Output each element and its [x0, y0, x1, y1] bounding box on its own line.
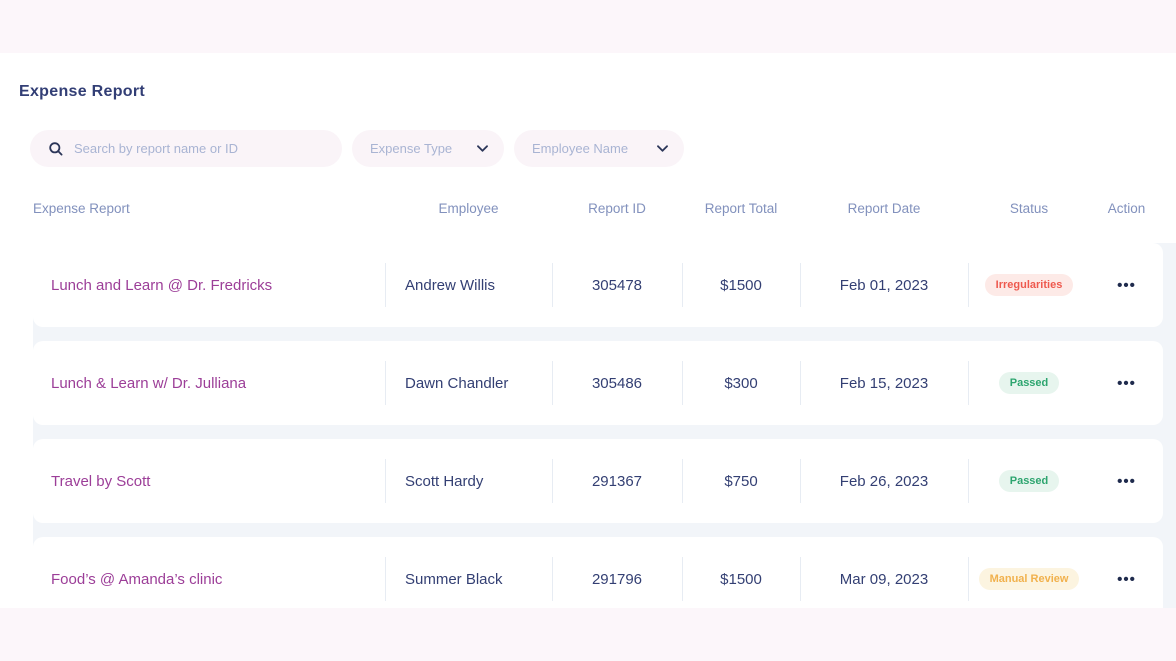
report-id-cell: 291796 — [552, 537, 682, 608]
search-input[interactable] — [74, 141, 328, 156]
report-name-cell: Lunch and Learn @ Dr. Fredricks — [33, 243, 385, 327]
status-badge: Passed — [998, 470, 1060, 492]
report-id-cell: 305478 — [552, 243, 682, 327]
column-header-status: Status — [1009, 201, 1049, 216]
page-title: Expense Report — [19, 83, 146, 100]
more-options-button[interactable]: ••• — [1113, 566, 1140, 593]
report-date-cell: Mar 09, 2023 — [800, 537, 968, 608]
report-total-cell: $300 — [682, 341, 800, 425]
report-id-cell: 305486 — [552, 341, 682, 425]
more-options-button[interactable]: ••• — [1113, 468, 1140, 495]
action-cell: ••• — [1090, 243, 1163, 327]
more-horizontal-icon: ••• — [1117, 374, 1136, 392]
action-cell: ••• — [1090, 537, 1163, 608]
column-header-action: Action — [1107, 201, 1146, 216]
expense-report-panel: Expense Report Expense Type Employee Nam… — [0, 53, 1176, 608]
report-name-link[interactable]: Travel by Scott — [51, 472, 151, 490]
column-header-report-id: Report ID — [588, 201, 646, 216]
table-row: Lunch & Learn w/ Dr. Julliana Dawn Chand… — [33, 341, 1163, 425]
status-cell: Passed — [968, 439, 1090, 523]
report-name-cell: Travel by Scott — [33, 439, 385, 523]
report-total-cell: $1500 — [682, 537, 800, 608]
status-cell: Irregularities — [968, 243, 1090, 327]
column-header-report-total: Report Total — [704, 201, 778, 216]
employee-cell: Andrew Willis — [385, 243, 552, 327]
report-total-cell: $750 — [682, 439, 800, 523]
more-horizontal-icon: ••• — [1117, 276, 1136, 294]
chevron-down-icon — [657, 145, 668, 152]
action-cell: ••• — [1090, 341, 1163, 425]
status-cell: Passed — [968, 341, 1090, 425]
report-name-link[interactable]: Lunch and Learn @ Dr. Fredricks — [51, 276, 273, 294]
employee-name-label: Employee Name — [532, 141, 629, 156]
report-date-cell: Feb 01, 2023 — [800, 243, 968, 327]
column-header-employee: Employee — [438, 201, 499, 216]
report-name-link[interactable]: Lunch & Learn w/ Dr. Julliana — [51, 374, 247, 392]
status-cell: Manual Review — [968, 537, 1090, 608]
more-horizontal-icon: ••• — [1117, 472, 1136, 490]
search-icon — [48, 141, 64, 157]
report-name-link[interactable]: Food’s @ Amanda’s clinic — [51, 570, 223, 588]
table-row: Travel by Scott Scott Hardy 291367 $750 … — [33, 439, 1163, 523]
report-id-cell: 291367 — [552, 439, 682, 523]
table-row: Lunch and Learn @ Dr. Fredricks Andrew W… — [33, 243, 1163, 327]
action-cell: ••• — [1090, 439, 1163, 523]
chevron-down-icon — [477, 145, 488, 152]
filters-bar: Expense Type Employee Name — [30, 130, 684, 167]
more-options-button[interactable]: ••• — [1113, 370, 1140, 397]
column-header-expense-report: Expense Report — [33, 201, 130, 216]
status-badge: Passed — [998, 372, 1060, 394]
report-date-cell: Feb 26, 2023 — [800, 439, 968, 523]
report-name-cell: Food’s @ Amanda’s clinic — [33, 537, 385, 608]
expense-type-label: Expense Type — [370, 141, 453, 156]
expense-type-dropdown[interactable]: Expense Type — [352, 130, 504, 167]
report-total-cell: $1500 — [682, 243, 800, 327]
table-row: Food’s @ Amanda’s clinic Summer Black 29… — [33, 537, 1163, 608]
table-header-row: Expense Report Employee Report ID Report… — [33, 201, 1163, 216]
report-date-cell: Feb 15, 2023 — [800, 341, 968, 425]
employee-name-dropdown[interactable]: Employee Name — [514, 130, 684, 167]
more-horizontal-icon: ••• — [1117, 570, 1136, 588]
employee-cell: Summer Black — [385, 537, 552, 608]
more-options-button[interactable]: ••• — [1113, 272, 1140, 299]
employee-cell: Scott Hardy — [385, 439, 552, 523]
search-field[interactable] — [30, 130, 342, 167]
report-name-cell: Lunch & Learn w/ Dr. Julliana — [33, 341, 385, 425]
column-header-report-date: Report Date — [847, 201, 921, 216]
status-badge: Irregularities — [984, 274, 1074, 296]
employee-cell: Dawn Chandler — [385, 341, 552, 425]
status-badge: Manual Review — [978, 568, 1080, 590]
table-body: Lunch and Learn @ Dr. Fredricks Andrew W… — [33, 243, 1176, 608]
